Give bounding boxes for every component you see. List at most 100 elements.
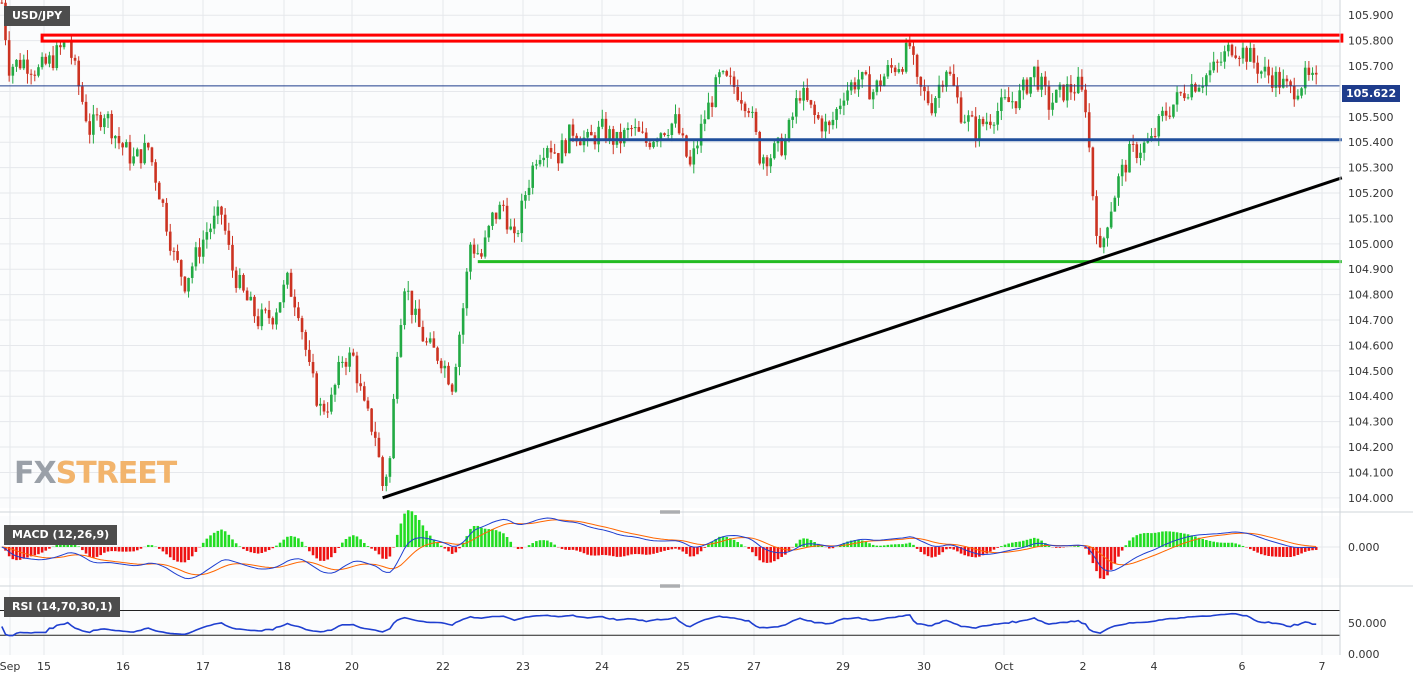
x-tick-label: 20 <box>345 660 359 673</box>
candle-body <box>326 411 329 413</box>
candle-body <box>666 134 670 136</box>
candle-body <box>319 403 322 406</box>
candle-body <box>392 398 395 459</box>
candle-body <box>893 67 897 73</box>
candle-body <box>560 140 564 164</box>
y-tick-label: 104.700 <box>1348 314 1394 327</box>
candle-body <box>480 253 483 257</box>
x-tick-label: 18 <box>277 660 291 673</box>
candle-body <box>414 308 417 315</box>
candle-body <box>1080 76 1084 90</box>
candle-body <box>509 226 513 230</box>
candle-body <box>1296 95 1300 100</box>
candle-body <box>718 72 721 78</box>
rsi-tick-label: 0.000 <box>1348 648 1380 661</box>
candle-body <box>611 129 615 145</box>
candle-body <box>458 334 461 367</box>
candle-body <box>586 131 589 138</box>
candle-body <box>165 202 168 232</box>
candle-body <box>637 126 641 132</box>
candle-body <box>981 118 985 125</box>
candle-body <box>55 45 59 69</box>
candle-body <box>743 103 747 112</box>
candle-body <box>842 100 846 106</box>
candle-body <box>846 90 849 101</box>
candle-body <box>117 135 121 144</box>
candle-body <box>699 123 703 146</box>
y-tick-label: 105.200 <box>1348 187 1394 200</box>
candle-body <box>344 361 348 367</box>
candle-body <box>589 131 593 136</box>
candle-body <box>362 386 366 401</box>
candle-body <box>114 135 117 139</box>
candle-body <box>1128 143 1131 173</box>
x-tick-label: 30 <box>917 660 931 673</box>
y-tick-label: 105.900 <box>1348 9 1394 22</box>
candle-body <box>256 316 260 327</box>
candle-body <box>553 152 556 154</box>
candle-body <box>1040 76 1043 90</box>
candle-body <box>974 116 978 139</box>
y-tick-label: 105.500 <box>1348 111 1394 124</box>
resistance-zone <box>40 33 1344 43</box>
candle-body <box>871 92 875 100</box>
candle-body <box>934 98 937 114</box>
candle-body <box>1245 47 1248 62</box>
candle-body <box>81 86 84 102</box>
candle-body <box>92 114 95 135</box>
candle-body <box>231 244 234 271</box>
candle-body <box>1252 47 1256 63</box>
candle-body <box>1281 78 1285 88</box>
candle-body <box>696 145 699 149</box>
candle-body <box>751 111 754 113</box>
x-tick-label: 29 <box>836 660 850 673</box>
candle-body <box>626 128 630 130</box>
candle-body <box>1032 66 1036 78</box>
candle-body <box>1117 176 1120 198</box>
watermark-part-2: STREET <box>55 456 178 491</box>
candle-body <box>253 296 256 317</box>
candle-body <box>978 118 981 139</box>
candle-body <box>1223 51 1226 62</box>
candle-body <box>289 272 293 297</box>
candle-body <box>648 142 652 148</box>
candle-body <box>183 276 187 292</box>
candle-body <box>754 111 758 132</box>
candle-body <box>271 318 275 325</box>
candle-body <box>150 147 154 163</box>
candle-body <box>469 244 472 272</box>
candle-body <box>377 437 381 458</box>
candle-body <box>769 158 772 167</box>
fxstreet-watermark: FXSTREET <box>14 456 178 491</box>
candle-body <box>373 431 377 438</box>
candle-body <box>1307 67 1311 75</box>
candle-body <box>77 60 81 87</box>
candle-body <box>736 87 740 101</box>
candle-body <box>1069 83 1073 93</box>
candle-body <box>677 114 681 134</box>
candle-body <box>549 147 553 153</box>
candle-body <box>791 116 794 120</box>
candle-body <box>44 56 48 64</box>
candle-body <box>59 45 62 48</box>
candle-body <box>992 124 996 126</box>
candle-body <box>7 40 11 76</box>
candle-body <box>447 365 450 385</box>
candle-body <box>919 76 923 87</box>
candle-body <box>604 118 608 141</box>
candle-body <box>619 131 622 144</box>
candle-body <box>707 102 710 120</box>
candle-body <box>70 41 73 58</box>
candle-body <box>729 75 732 77</box>
candle-body <box>600 118 604 127</box>
candle-body <box>963 121 967 123</box>
candle-body <box>1018 90 1021 109</box>
candle-body <box>432 338 436 348</box>
candle-body <box>29 73 33 75</box>
candle-body <box>146 142 150 148</box>
y-tick-label: 104.300 <box>1348 416 1394 429</box>
candle-body <box>864 72 868 75</box>
candle-body <box>659 133 663 141</box>
candle-body <box>1303 67 1307 89</box>
candle-body <box>538 160 542 165</box>
